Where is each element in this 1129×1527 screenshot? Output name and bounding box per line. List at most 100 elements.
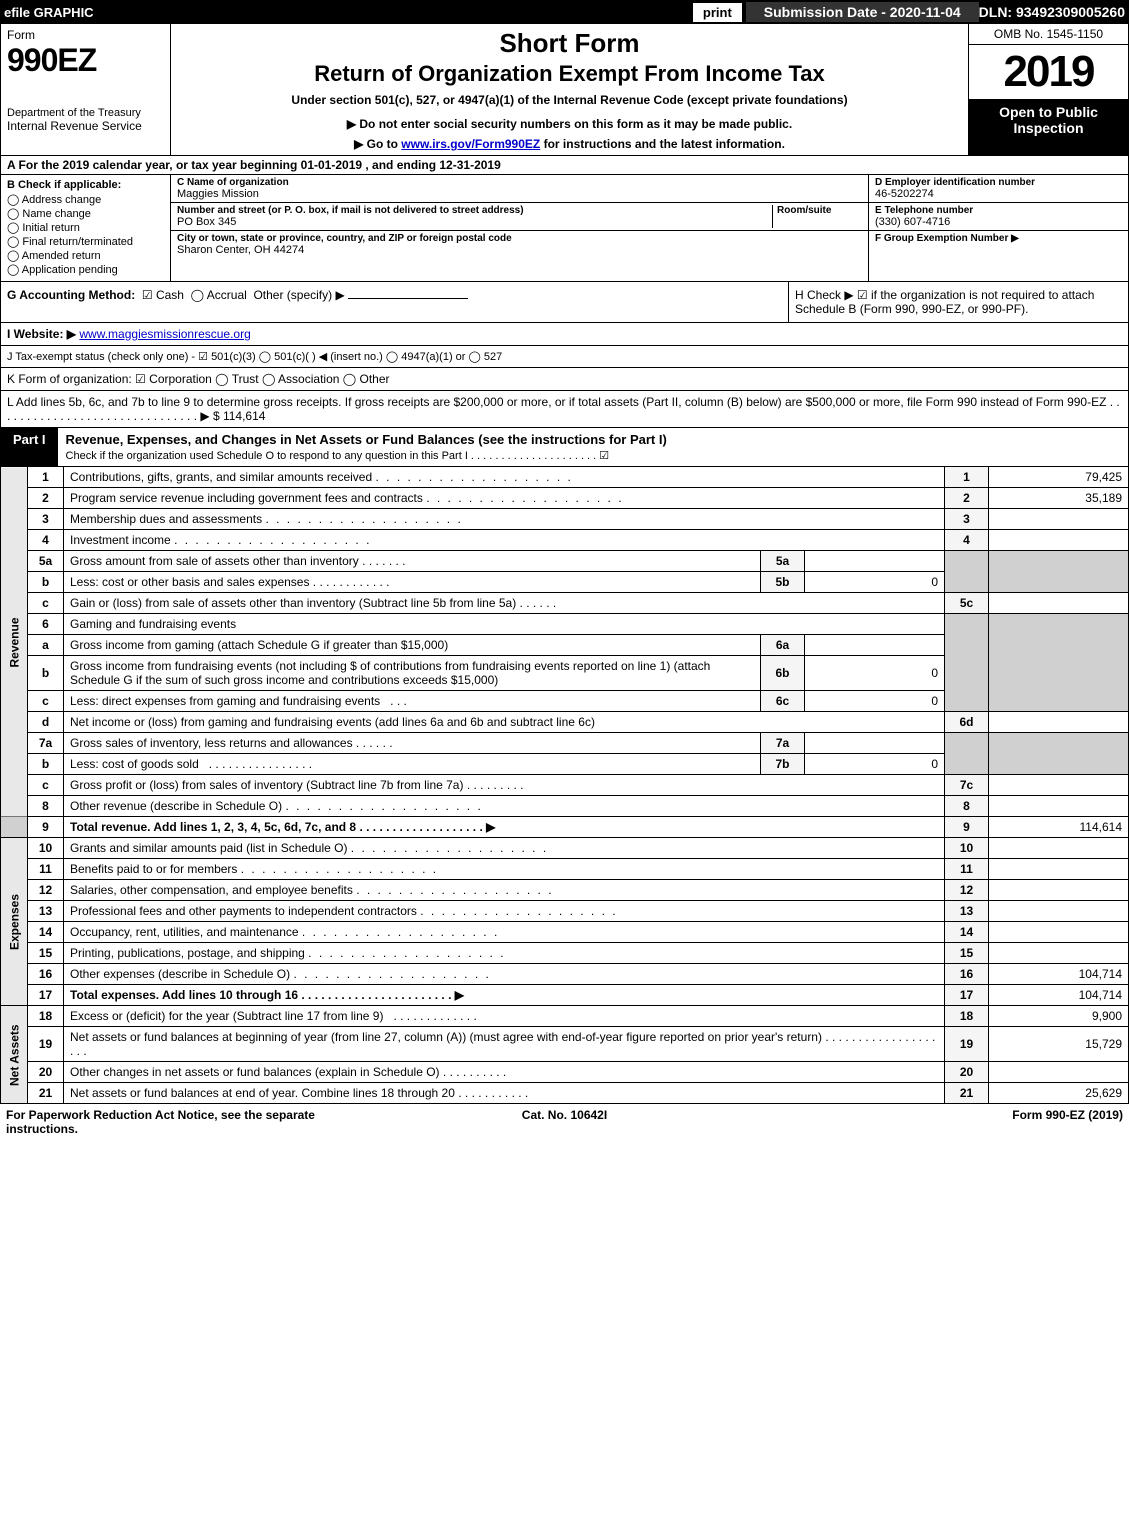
line-17-desc: Total expenses. Add lines 10 through 16 … [64,985,945,1006]
section-b-title: B Check if applicable: [7,179,164,191]
form-number: 990EZ [7,42,164,79]
line-6d-num: d [28,712,64,733]
line-6d-val [989,712,1129,733]
line-8-num: 8 [28,796,64,817]
line-12-num: 12 [28,880,64,901]
phone-label: E Telephone number [875,205,1122,216]
title-short-form: Short Form [179,28,960,59]
website-link[interactable]: www.maggiesmissionrescue.org [79,327,250,341]
org-name: Maggies Mission [177,188,862,200]
chk-amended-return[interactable]: ◯ Amended return [7,249,164,262]
side-revenue: Revenue [1,467,28,817]
section-c: C Name of organization Maggies Mission N… [171,175,868,281]
header-center: Short Form Return of Organization Exempt… [171,24,968,155]
row-l: L Add lines 5b, 6c, and 7b to line 9 to … [0,391,1129,428]
row-k: K Form of organization: ☑ Corporation ◯ … [0,368,1129,391]
line-15-desc: Printing, publications, postage, and shi… [64,943,945,964]
irs-link[interactable]: www.irs.gov/Form990EZ [401,137,540,151]
line-4-val [989,530,1129,551]
chk-address-change[interactable]: ◯ Address change [7,193,164,206]
line-7b-subval: 0 [805,754,945,775]
line-6c-desc: Less: direct expenses from gaming and fu… [64,691,761,712]
chk-name-change[interactable]: ◯ Name change [7,207,164,220]
city-label: City or town, state or province, country… [177,233,862,244]
line-21-val: 25,629 [989,1083,1129,1104]
line-19-desc: Net assets or fund balances at beginning… [64,1027,945,1062]
gross-receipts: $ 114,614 [213,409,266,423]
section-b: B Check if applicable: ◯ Address change … [1,175,171,281]
line-5b-subnum: 5b [761,572,805,593]
line-9-num: 9 [28,817,64,838]
part-1-check-o: Check if the organization used Schedule … [66,450,610,462]
line-6b-desc: Gross income from fundraising events (no… [64,656,761,691]
line-18-val: 9,900 [989,1006,1129,1027]
line-5a-num: 5a [28,551,64,572]
row-gh: G Accounting Method: ☑ Cash ◯ Accrual Ot… [0,282,1129,323]
addr-label: Number and street (or P. O. box, if mail… [177,205,772,216]
addr-value: PO Box 345 [177,216,772,228]
line-9-val: 114,614 [989,817,1129,838]
room-label: Room/suite [777,205,862,216]
line-7b-desc: Less: cost of goods sold . . . . . . . .… [64,754,761,775]
line-10-desc: Grants and similar amounts paid (list in… [64,838,945,859]
section-g: G Accounting Method: ☑ Cash ◯ Accrual Ot… [1,282,788,322]
line-6a-desc: Gross income from gaming (attach Schedul… [64,635,761,656]
line-11-desc: Benefits paid to or for members [64,859,945,880]
line-13-num: 13 [28,901,64,922]
line-5a-desc: Gross amount from sale of assets other t… [64,551,761,572]
page-footer: For Paperwork Reduction Act Notice, see … [0,1104,1129,1140]
line-18-desc: Excess or (deficit) for the year (Subtra… [64,1006,945,1027]
line-8-val [989,796,1129,817]
line-21-num: 21 [28,1083,64,1104]
line-10-num: 10 [28,838,64,859]
line-14-val [989,922,1129,943]
line-4-desc: Investment income [64,530,945,551]
chk-initial-return[interactable]: ◯ Initial return [7,221,164,234]
chk-application-pending[interactable]: ◯ Application pending [7,263,164,276]
part-1-tag: Part I [1,428,58,466]
line-19-num: 19 [28,1027,64,1062]
line-6a-subval [805,635,945,656]
subtitle-goto: ▶ Go to www.irs.gov/Form990EZ for instru… [179,137,960,151]
row-j: J Tax-exempt status (check only one) - ☑… [0,346,1129,368]
city-value: Sharon Center, OH 44274 [177,244,862,256]
line-5a-subval [805,551,945,572]
line-1-desc: Contributions, gifts, grants, and simila… [64,467,945,488]
line-2-num: 2 [28,488,64,509]
line-7a-desc: Gross sales of inventory, less returns a… [64,733,761,754]
header-right: OMB No. 1545-1150 2019 Open to Public In… [968,24,1128,155]
line-6c-subval: 0 [805,691,945,712]
side-expenses: Expenses [1,838,28,1006]
line-2-desc: Program service revenue including govern… [64,488,945,509]
line-3-num: 3 [28,509,64,530]
row-i: I Website: ▶ www.maggiesmissionrescue.or… [0,323,1129,346]
line-4-num: 4 [28,530,64,551]
line-1-num: 1 [28,467,64,488]
line-1-val: 79,425 [989,467,1129,488]
side-blank-1 [1,817,28,838]
line-6b-subval: 0 [805,656,945,691]
dept-treasury: Department of the Treasury [7,107,164,119]
line-7b-num: b [28,754,64,775]
info-grid: B Check if applicable: ◯ Address change … [0,175,1129,282]
chk-final-return[interactable]: ◯ Final return/terminated [7,235,164,248]
footer-center: Cat. No. 10642I [378,1108,750,1136]
group-exemption-label: F Group Exemption Number ▶ [875,233,1122,244]
line-16-num: 16 [28,964,64,985]
print-button[interactable]: print [693,3,742,22]
line-16-val: 104,714 [989,964,1129,985]
header-left: Form 990EZ Department of the Treasury In… [1,24,171,155]
line-7c-num: c [28,775,64,796]
subtitle-ssn: ▶ Do not enter social security numbers o… [179,117,960,131]
omb-number: OMB No. 1545-1150 [969,24,1128,45]
footer-right: Form 990-EZ (2019) [751,1108,1123,1136]
dln-label: DLN: 93492309005260 [979,4,1125,20]
subtitle-section: Under section 501(c), 527, or 4947(a)(1)… [179,93,960,107]
line-5c-num: c [28,593,64,614]
part-1-table: Revenue 1 Contributions, gifts, grants, … [0,467,1129,1104]
line-13-val [989,901,1129,922]
line-5a-subnum: 5a [761,551,805,572]
line-5c-desc: Gain or (loss) from sale of assets other… [64,593,945,614]
line-6-num: 6 [28,614,64,635]
line-18-num: 18 [28,1006,64,1027]
